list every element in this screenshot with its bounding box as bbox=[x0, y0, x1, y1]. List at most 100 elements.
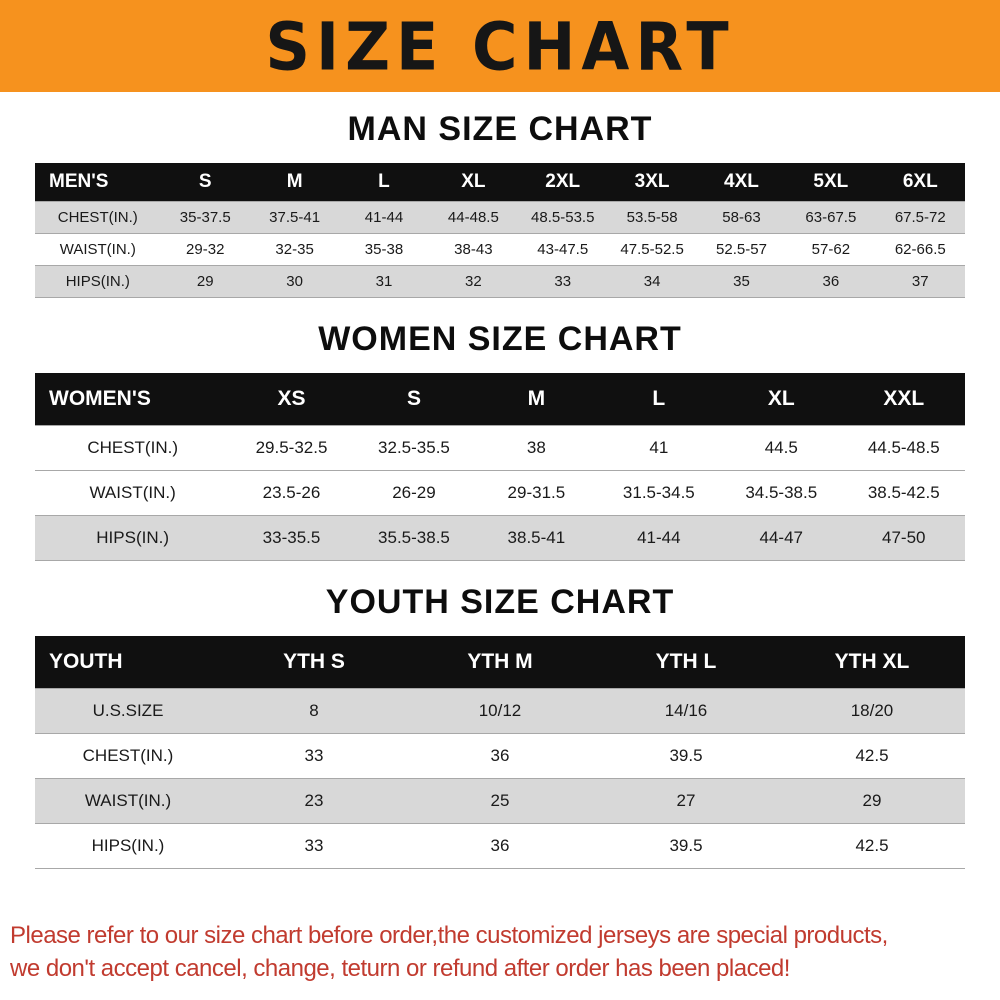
measurement-value: 10/12 bbox=[478, 701, 522, 720]
size-column-header: M bbox=[249, 163, 340, 202]
measurement-value: 39.5 bbox=[669, 836, 703, 855]
measurement-value: 32.5-35.5 bbox=[378, 438, 450, 457]
measurement-value: 44-47 bbox=[759, 528, 803, 547]
measurement-value: 44-48.5 bbox=[447, 209, 499, 226]
table-name-header: WOMEN'S bbox=[35, 373, 231, 426]
measurement-value: 29 bbox=[862, 791, 882, 810]
size-column-header: 2XL bbox=[518, 163, 608, 202]
size-column-header: YTH M bbox=[407, 636, 593, 689]
measurement-value: 67.5-72 bbox=[894, 209, 946, 226]
youth-chart-title: YOUTH SIZE CHART bbox=[325, 583, 675, 621]
measurement-value: 35-38 bbox=[364, 241, 404, 258]
measurement-value: 35.5-38.5 bbox=[378, 528, 450, 547]
size-column-header: YTH S bbox=[221, 636, 407, 689]
measurement-value: 42.5 bbox=[855, 836, 889, 855]
size-column-header: S bbox=[160, 163, 250, 202]
measurement-value: 38.5-41 bbox=[507, 528, 566, 547]
measurement-value: 36 bbox=[490, 836, 510, 855]
measurement-value: 62-66.5 bbox=[894, 241, 946, 258]
row-label: WAIST(IN.) bbox=[84, 791, 172, 810]
measurement-value: 41-44 bbox=[364, 209, 404, 226]
size-column-header: YTH XL bbox=[779, 636, 965, 689]
size-column-header: S bbox=[352, 373, 476, 426]
measurement-value: 38.5-42.5 bbox=[867, 483, 940, 502]
measurement-value: 34 bbox=[643, 273, 661, 290]
measurement-value: 41 bbox=[649, 438, 669, 457]
size-column-header: M bbox=[475, 373, 598, 426]
measurement-value: 37.5-41 bbox=[269, 209, 321, 226]
measurement-value: 38 bbox=[526, 438, 546, 457]
measurement-value: 33 bbox=[304, 746, 324, 765]
row-label: CHEST(IN.) bbox=[82, 746, 174, 765]
disclaimer-line: we don't accept cancel, change, teturn o… bbox=[10, 955, 790, 983]
table-name-header: YOUTH bbox=[35, 636, 221, 689]
measurement-value: 34.5-38.5 bbox=[745, 483, 818, 502]
banner: SIZE CHART bbox=[0, 0, 1000, 92]
row-label: WAIST(IN.) bbox=[89, 483, 176, 502]
measurement-value: 38-43 bbox=[454, 241, 493, 258]
measurement-value: 8 bbox=[309, 701, 319, 720]
measurement-value: 35-37.5 bbox=[179, 209, 231, 226]
measurement-value: 26-29 bbox=[392, 483, 436, 502]
row-label: U.S.SIZE bbox=[92, 701, 164, 720]
measurement-value: 53.5-58 bbox=[626, 209, 678, 226]
size-column-header: XL bbox=[428, 163, 519, 202]
man-size-chart-section: MAN SIZE CHART MEN'S S M L XL 2XL 3XL 4XL 5XL 6XL… bbox=[0, 92, 1000, 298]
man-chart-title: MAN SIZE CHART bbox=[347, 110, 653, 148]
measurement-value: 44.5-48.5 bbox=[867, 438, 940, 457]
measurement-row: HIPS(IN.) 33 36 39.5 42.5 bbox=[35, 824, 965, 869]
row-label: CHEST(IN.) bbox=[87, 438, 178, 457]
measurement-value: 33-35.5 bbox=[262, 528, 321, 547]
row-label: HIPS(IN.) bbox=[91, 836, 165, 855]
measurement-value: 47-50 bbox=[882, 528, 926, 547]
row-label: HIPS(IN.) bbox=[96, 528, 170, 547]
measurement-value: 31.5-34.5 bbox=[622, 483, 695, 502]
measurement-value: 43-47.5 bbox=[537, 241, 589, 258]
women-chart-title: WOMEN SIZE CHART bbox=[318, 320, 682, 358]
size-column-header: XL bbox=[720, 373, 843, 426]
measurement-value: 52.5-57 bbox=[716, 241, 767, 258]
measurement-value: 39.5 bbox=[669, 746, 703, 765]
measurement-value: 32 bbox=[465, 273, 482, 290]
size-column-header: XXL bbox=[842, 373, 965, 426]
measurement-value: 44.5 bbox=[764, 438, 798, 457]
measurement-row: HIPS(IN.) 33-35.5 35.5-38.5 38.5-41 41-44 44-… bbox=[35, 515, 965, 561]
measurement-value: 36 bbox=[822, 273, 840, 290]
footer-disclaimer: Please refer to our size chart before or… bbox=[0, 913, 1000, 1000]
measurement-value: 29-32 bbox=[186, 241, 225, 258]
measurement-value: 32-35 bbox=[275, 241, 314, 258]
youth-size-table: YOUTH YTH S YTH M YTH L YTH XL U.S.SIZE 8 10/12… bbox=[35, 636, 965, 869]
measurement-row: CHEST(IN.) 29.5-32.5 32.5-35.5 38 41 44.5 44.5… bbox=[35, 426, 965, 471]
women-size-chart-section: WOMEN SIZE CHART WOMEN'S XS S M L XL XXL CHEST(… bbox=[0, 298, 1000, 561]
size-column-header: 4XL bbox=[696, 163, 787, 202]
measurement-value: 35 bbox=[733, 273, 750, 290]
header-row: WOMEN'S XS S M L XL XXL bbox=[35, 373, 965, 426]
man-size-table: MEN'S S M L XL 2XL 3XL 4XL 5XL 6XL CHEST(IN.) 35-37… bbox=[35, 163, 965, 298]
measurement-row: CHEST(IN.) 35-37.5 37.5-41 41-44 44-48.5 48.5… bbox=[35, 201, 965, 234]
measurement-value: 29-31.5 bbox=[507, 483, 566, 502]
measurement-value: 27 bbox=[676, 791, 696, 810]
measurement-row: WAIST(IN.) 23.5-26 26-29 29-31.5 31.5-34.5 34… bbox=[35, 471, 965, 516]
size-column-header: L bbox=[597, 373, 721, 426]
measurement-value: 14/16 bbox=[664, 701, 708, 720]
measurement-row: U.S.SIZE 8 10/12 14/16 18/20 bbox=[35, 688, 965, 734]
measurement-value: 42.5 bbox=[855, 746, 889, 765]
row-label: WAIST(IN.) bbox=[59, 241, 136, 258]
man-size-table-container: MEN'S S M L XL 2XL 3XL 4XL 5XL 6XL CHEST(IN.) 35-37… bbox=[0, 163, 1000, 298]
women-size-table: WOMEN'S XS S M L XL XXL CHEST(IN.) 29.5-32.5 32.5… bbox=[35, 373, 965, 561]
measurement-value: 47.5-52.5 bbox=[620, 241, 684, 258]
size-column-header: YTH L bbox=[593, 636, 779, 689]
measurement-value: 29 bbox=[196, 273, 214, 290]
youth-size-table-container: YOUTH YTH S YTH M YTH L YTH XL U.S.SIZE 8 10/12… bbox=[0, 636, 1000, 869]
measurement-row: WAIST(IN.) 29-32 32-35 35-38 38-43 43-47.5 47.… bbox=[35, 234, 965, 266]
size-column-header: XS bbox=[230, 373, 353, 426]
measurement-value: 57-62 bbox=[811, 241, 851, 258]
measurement-row: WAIST(IN.) 23 25 27 29 bbox=[35, 778, 965, 824]
measurement-value: 33 bbox=[554, 273, 572, 290]
size-column-header: 3XL bbox=[607, 163, 697, 202]
women-size-table-container: WOMEN'S XS S M L XL XXL CHEST(IN.) 29.5-32.5 32.5… bbox=[0, 373, 1000, 561]
table-name-header: MEN'S bbox=[35, 163, 161, 202]
youth-size-chart-section: YOUTH SIZE CHART YOUTH YTH S YTH M YTH L YTH… bbox=[0, 561, 1000, 869]
measurement-value: 48.5-53.5 bbox=[531, 209, 595, 226]
